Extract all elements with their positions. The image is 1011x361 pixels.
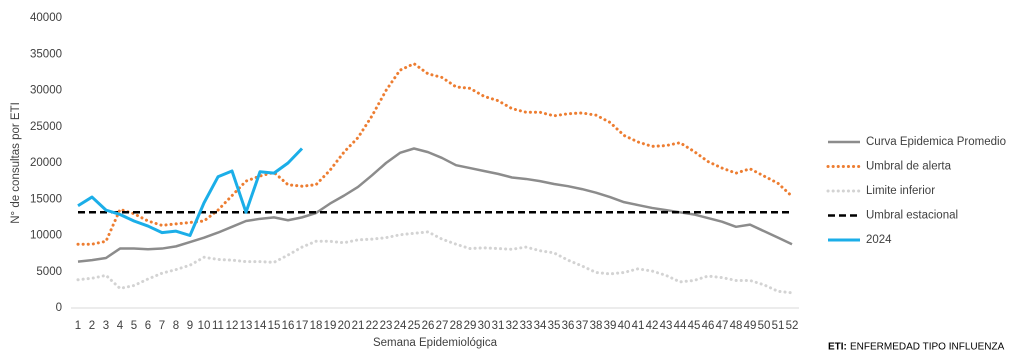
y-tick-label: 40000 (30, 12, 62, 24)
legend-label: Curva Epidemica Promedio (866, 136, 1006, 148)
x-tick-label: 15 (268, 320, 281, 332)
x-tick-label: 10 (198, 320, 211, 332)
x-tick-label: 51 (772, 320, 785, 332)
x-tick-label: 23 (380, 320, 393, 332)
note-label: ETI: (828, 342, 847, 353)
x-tick-label: 40 (618, 320, 631, 332)
series-line (77, 147, 793, 263)
x-tick-label: 12 (226, 320, 239, 332)
y-tick-label: 0 (56, 302, 62, 314)
x-axis-title: Semana Epidemiológica (373, 337, 498, 349)
y-tick-label: 5000 (36, 266, 62, 278)
x-tick-label: 28 (450, 320, 463, 332)
x-tick-label: 50 (758, 320, 771, 332)
x-tick-label: 46 (702, 320, 715, 332)
y-tick-label: 35000 (30, 48, 62, 60)
x-tick-label: 34 (534, 320, 547, 332)
x-tick-label: 16 (282, 320, 295, 332)
x-tick-label: 26 (422, 320, 435, 332)
x-tick-label: 2 (89, 320, 95, 332)
x-tick-label: 6 (145, 320, 151, 332)
x-tick-label: 48 (730, 320, 743, 332)
x-tick-label: 8 (173, 320, 179, 332)
x-tick-label: 11 (212, 320, 224, 332)
legend-label: Limite inferior (866, 185, 935, 197)
x-tick-label: 1 (75, 320, 81, 332)
x-tick-label: 9 (187, 320, 193, 332)
x-tick-label: 33 (520, 320, 533, 332)
legend-label: Umbral de alerta (866, 161, 952, 173)
x-tick-label: 18 (310, 320, 323, 332)
x-tick-label: 42 (646, 320, 659, 332)
x-tick-label: 32 (506, 320, 519, 332)
x-tick-label: 30 (478, 320, 491, 332)
x-tick-label: 49 (744, 320, 757, 332)
y-tick-label: 10000 (30, 230, 62, 242)
x-tick-label: 17 (296, 320, 309, 332)
x-tick-label: 36 (562, 320, 575, 332)
x-tick-label: 41 (632, 320, 645, 332)
y-tick-label: 20000 (30, 157, 62, 169)
x-tick-label: 3 (103, 320, 109, 332)
series-line (76, 230, 794, 295)
x-tick-label: 31 (492, 320, 505, 332)
x-tick-label: 47 (716, 320, 729, 332)
x-tick-label: 7 (159, 320, 165, 332)
x-tick-label: 4 (117, 320, 124, 332)
y-tick-label: 15000 (30, 193, 62, 205)
x-tick-label: 21 (352, 320, 365, 332)
note: ENFERMEDAD TIPO INFLUENZA (850, 342, 1005, 353)
x-tick-label: 39 (604, 320, 617, 332)
x-tick-label: 45 (688, 320, 701, 332)
x-tick-label: 44 (674, 320, 687, 332)
x-tick-label: 38 (590, 320, 603, 332)
y-axis-title: N° de consultas por ETI (10, 102, 22, 224)
x-tick-label: 13 (240, 320, 253, 332)
series-line (77, 147, 304, 237)
x-tick-label: 22 (366, 320, 379, 332)
x-tick-label: 25 (408, 320, 421, 332)
x-tick-label: 35 (548, 320, 561, 332)
legend-label: 2024 (866, 234, 892, 246)
x-tick-label: 24 (394, 320, 407, 332)
x-tick-label: 19 (324, 320, 337, 332)
x-tick-label: 43 (660, 320, 673, 332)
x-tick-label: 14 (254, 320, 267, 332)
x-tick-label: 20 (338, 320, 351, 332)
x-tick-label: 5 (131, 320, 137, 332)
x-tick-label: 29 (464, 320, 477, 332)
x-tick-label: 27 (436, 320, 449, 332)
y-tick-label: 30000 (30, 85, 62, 97)
x-tick-label: 37 (576, 320, 589, 332)
legend-label: Umbral estacional (866, 210, 958, 222)
x-tick-label: 52 (786, 320, 799, 332)
y-tick-label: 25000 (30, 121, 62, 133)
